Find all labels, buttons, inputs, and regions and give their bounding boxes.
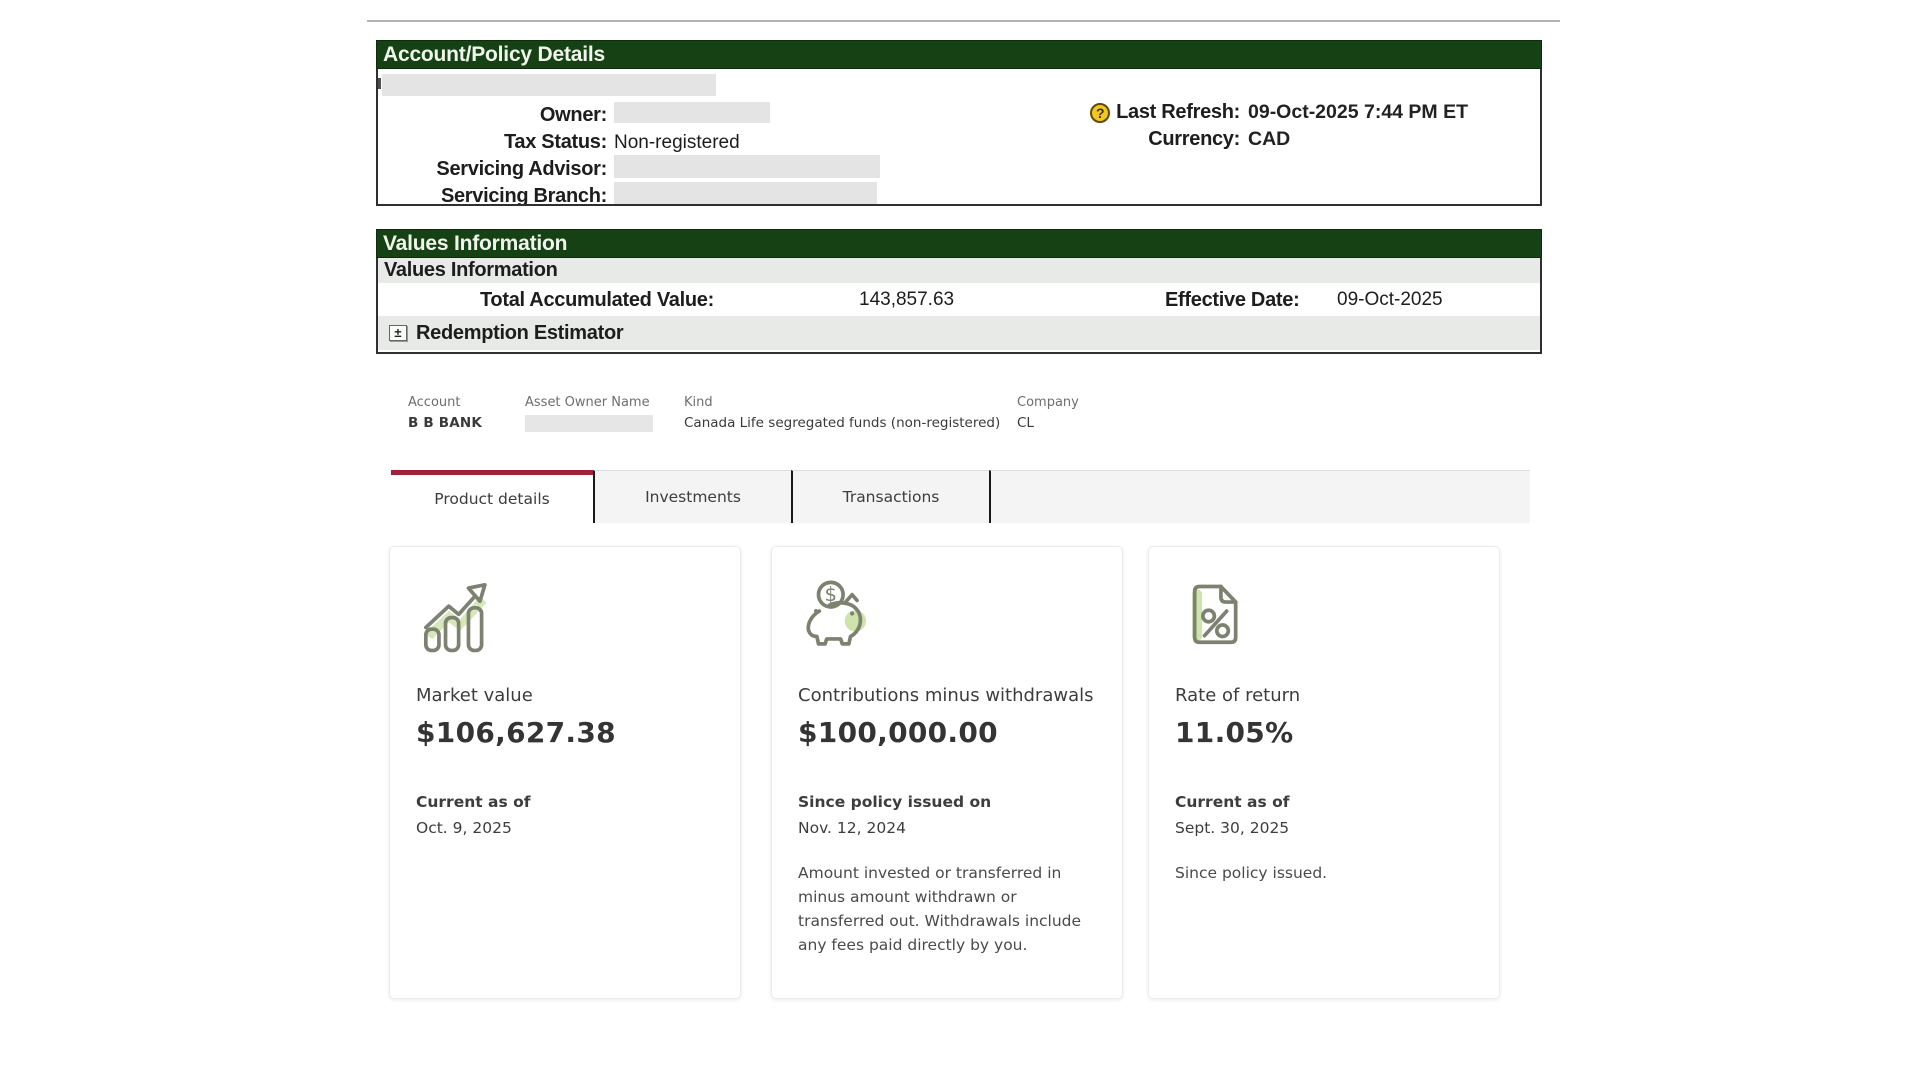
owner-label: Owner: [539, 104, 607, 126]
card-amount: 11.05% [1175, 716, 1294, 749]
kind-label: Kind [684, 395, 713, 410]
currency-value: CAD [1248, 128, 1291, 150]
card-amount: $100,000.00 [798, 716, 998, 749]
last-refresh-value: 09-Oct-2025 7:44 PM ET [1248, 101, 1469, 123]
total-accumulated-value: 143,857.63 [859, 289, 955, 310]
card-period-label: Current as of [416, 793, 531, 811]
card-title: Contributions minus withdrawals [798, 685, 1094, 706]
card-title: Rate of return [1175, 685, 1301, 706]
tax-status-label: Tax Status: [503, 131, 607, 153]
redemption-estimator-row[interactable]: ± Redemption Estimator [378, 316, 1540, 350]
total-accumulated-value-label: Total Accumulated Value: [480, 289, 714, 311]
card-period-value: Nov. 12, 2024 [798, 819, 906, 837]
account-column: Account B B BANK [408, 395, 482, 431]
last-refresh-row: ? Last Refresh: 09-Oct-2025 7:44 PM ET [1068, 99, 1528, 126]
effective-date-label: Effective Date: [1165, 289, 1300, 311]
values-information-panel: Values Information Values Information To… [376, 229, 1542, 354]
tab-product-details[interactable]: Product details [391, 470, 593, 523]
card-period-label: Since policy issued on [798, 793, 992, 811]
expand-icon[interactable]: ± [389, 325, 407, 341]
tab-transactions[interactable]: Transactions [791, 470, 989, 523]
company-value: CL [1017, 415, 1034, 431]
contributions-card: $ Contributions minus withdrawals $100,0… [771, 546, 1123, 999]
owner-row: Owner: [378, 102, 1018, 129]
market-value-card: Market value $106,627.38 Current as of O… [389, 546, 741, 999]
card-title: Market value [416, 685, 533, 706]
redemption-estimator-label: Redemption Estimator [416, 321, 624, 344]
account-value: B B BANK [408, 415, 483, 431]
artifact-mark [378, 78, 381, 89]
policy-detail-rows: Owner: Tax Status: Non-registered Servic… [378, 102, 1018, 206]
tab-bar: Product details Investments Transactions [391, 470, 1530, 523]
divider [367, 20, 1560, 22]
panel-body: Owner: Tax Status: Non-registered Servic… [376, 69, 1542, 206]
company-column: Company CL [1017, 395, 1079, 431]
currency-label: Currency: [1148, 128, 1240, 150]
tax-status-row: Tax Status: Non-registered [378, 129, 1018, 156]
panel-title: Account/Policy Details [376, 40, 1542, 69]
card-period-label: Current as of [1175, 793, 1290, 811]
company-label: Company [1017, 395, 1079, 410]
tab-investments[interactable]: Investments [593, 470, 791, 523]
last-refresh-label: Last Refresh: [1116, 101, 1240, 123]
rate-of-return-icon [1192, 584, 1238, 645]
total-accumulated-value-row: Total Accumulated Value: 143,857.63 Effe… [378, 285, 1540, 316]
refresh-info: ? Last Refresh: 09-Oct-2025 7:44 PM ET C… [1068, 99, 1528, 153]
redacted-policy-number [382, 74, 716, 96]
card-period-value: Oct. 9, 2025 [416, 819, 512, 837]
servicing-advisor-row: Servicing Advisor: [378, 155, 1018, 183]
currency-row: Currency: CAD [1068, 126, 1528, 153]
tax-status-value: Non-registered [614, 131, 740, 153]
servicing-advisor-label: Servicing Advisor: [436, 158, 607, 180]
redacted-branch-value [614, 182, 877, 204]
card-amount: $106,627.38 [416, 716, 616, 749]
panel-title: Values Information [376, 229, 1542, 258]
tab-bar-filler [989, 470, 1530, 523]
market-growth-icon [423, 582, 487, 653]
servicing-branch-row: Servicing Branch: [378, 182, 1018, 206]
panel-body: Values Information Total Accumulated Val… [376, 258, 1542, 354]
card-note: Amount invested or transferred in minus … [798, 864, 1082, 955]
piggy-bank-icon: $ [806, 580, 867, 646]
card-period-value: Sept. 30, 2025 [1175, 819, 1290, 837]
card-note: Since policy issued. [1175, 864, 1328, 882]
servicing-branch-label: Servicing Branch: [440, 185, 607, 206]
kind-value: Canada Life segregated funds (non-regist… [684, 415, 1001, 431]
help-question-icon[interactable]: ? [1090, 102, 1111, 123]
rate-of-return-card: Rate of return 11.05% Current as of Sept… [1148, 546, 1500, 999]
account-label: Account [408, 395, 461, 410]
redacted-asset-owner-name [525, 415, 653, 432]
asset-owner-label: Asset Owner Name [525, 395, 650, 410]
asset-owner-column: Asset Owner Name [525, 395, 653, 432]
effective-date-value: 09-Oct-2025 [1337, 289, 1443, 310]
kind-column: Kind Canada Life segregated funds (non-r… [684, 395, 1000, 431]
values-subheader: Values Information [378, 258, 1540, 285]
account-summary-header: Account B B BANK Asset Owner Name Kind C… [408, 395, 1538, 435]
svg-text:$: $ [825, 583, 838, 606]
account-policy-details-panel: Account/Policy Details Owner: Tax Status… [376, 40, 1542, 206]
redacted-advisor-value [614, 155, 880, 178]
redacted-owner-value [614, 102, 770, 123]
